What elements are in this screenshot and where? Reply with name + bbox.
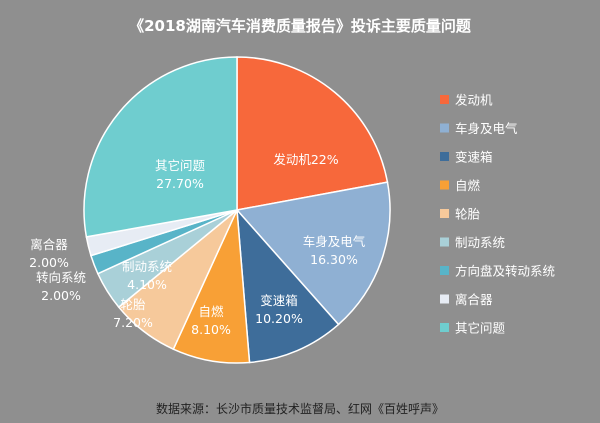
legend-label: 变速箱 xyxy=(455,150,493,165)
legend-label: 离合器 xyxy=(455,292,493,307)
legend-label: 自燃 xyxy=(455,178,481,193)
pie-slices xyxy=(83,56,391,364)
slice-label: 自燃 8.10% xyxy=(191,304,231,337)
legend-swatch xyxy=(440,180,449,190)
slice-label: 车身及电气 16.30% xyxy=(303,234,366,267)
legend-swatch xyxy=(440,209,449,218)
pie-slice xyxy=(236,56,389,211)
slice-label: 转向系统 2.00% xyxy=(36,270,86,303)
legend-swatch xyxy=(440,237,449,247)
legend-swatch xyxy=(440,152,449,161)
legend-swatch xyxy=(440,323,449,332)
legend-swatch xyxy=(440,123,449,133)
legend-label: 其它问题 xyxy=(455,321,506,336)
legend-label: 制动系统 xyxy=(455,235,505,250)
slice-label: 制动系统 4.10% xyxy=(122,259,172,292)
slice-label: 发动机22% xyxy=(273,152,338,167)
legend-swatch xyxy=(440,266,449,275)
slice-label: 离合器 2.00% xyxy=(29,237,69,270)
legend-label: 车身及电气 xyxy=(455,121,518,136)
legend-label: 方向盘及转动系统 xyxy=(455,264,555,279)
legend-swatch xyxy=(440,294,449,304)
pie-slice xyxy=(236,207,340,364)
legend-label: 发动机 xyxy=(455,93,493,108)
source-note: 数据来源：长沙市质量技术监督局、红网《百姓呼声》 xyxy=(156,401,444,416)
pie-slice xyxy=(235,181,391,326)
slice-label: 其它问题 27.70% xyxy=(155,158,206,191)
chart-title: 《2018湖南汽车消费质量报告》投诉主要质量问题 xyxy=(129,17,472,35)
legend-swatch xyxy=(440,95,449,104)
slice-label: 变速箱 10.20% xyxy=(255,293,303,326)
pie-slice-labels: 发动机22% 车身及电气 16.30%变速箱 10.20% 自燃 8.10% 轮胎 7.20%… xyxy=(29,152,366,337)
legend-label: 轮胎 xyxy=(455,207,481,222)
pie-slice xyxy=(83,56,238,238)
slice-label: 轮胎 7.20% xyxy=(113,297,153,330)
